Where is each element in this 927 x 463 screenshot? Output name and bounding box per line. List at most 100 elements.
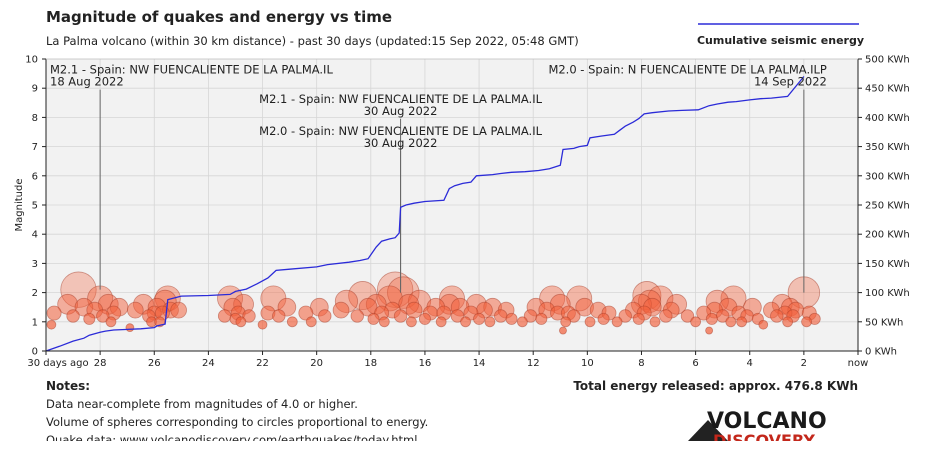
y-tick-label: 2 [32, 288, 38, 299]
quake-bubble [705, 312, 718, 325]
quake-bubble [460, 316, 471, 328]
y2-tick-label: 0 KWh [865, 347, 897, 358]
x-tick-label: now [848, 358, 869, 369]
notes-heading: Notes: [46, 379, 90, 393]
quake-bubble [782, 316, 794, 328]
quake-bubble [484, 316, 496, 328]
quake-bubble [567, 309, 581, 323]
annotation-label: M2.0 - Spain: NW FUENCALIENTE DE LA PALM… [259, 124, 542, 138]
notes-line-1: Data near-complete from magnitudes of 4.… [46, 397, 358, 411]
quake-bubble [405, 316, 417, 328]
x-tick-label: 20 [310, 358, 323, 369]
quake-bubble [257, 319, 268, 330]
annotation-label: 30 Aug 2022 [364, 104, 438, 118]
x-tick-label: 8 [638, 358, 644, 369]
quake-bubble [318, 309, 332, 323]
quake-bubble [450, 309, 465, 323]
quake-bubble [46, 319, 57, 330]
quake-bubble [559, 326, 567, 335]
quake-bubble [473, 312, 486, 325]
quake-bubble [560, 316, 572, 328]
y2-tick-label: 150 KWh [865, 259, 910, 270]
quake-bubble [690, 316, 701, 328]
x-tick-label: 4 [747, 358, 753, 369]
y-tick-label: 9 [32, 84, 38, 95]
quake-bubble [649, 316, 661, 328]
x-tick-label: 14 [473, 358, 486, 369]
quake-bubble [272, 309, 286, 323]
cumulative-energy-line [45, 76, 805, 352]
quake-bubble [505, 312, 518, 325]
logo-text-volcano: VOLCANO [707, 409, 827, 434]
total-energy-label: Total energy released: approx. 476.8 KWh [573, 379, 858, 393]
annotation-label: 14 Sep 2022 [754, 75, 827, 89]
quake-bubble [597, 312, 610, 325]
y-tick-label: 5 [32, 201, 38, 212]
y-tick-label: 1 [32, 317, 38, 328]
quake-bubble [126, 301, 144, 319]
quake-bubble [105, 316, 117, 328]
y-tick-label: 0 [32, 347, 38, 358]
chart-title: Magnitude of quakes and energy vs time [46, 8, 392, 26]
quake-bubble [516, 316, 528, 328]
y-tick-label: 3 [32, 259, 38, 270]
notes-line-2: Volume of spheres corresponding to circl… [46, 415, 428, 429]
quake-bubble [305, 316, 317, 328]
quake-bubble [618, 309, 632, 323]
quake-bubble [367, 312, 380, 325]
quake-bubble [298, 305, 314, 321]
quake-bubble [242, 309, 256, 323]
y2-tick-label: 350 KWh [865, 142, 910, 153]
quake-bubble [378, 316, 390, 328]
quake-bubble [725, 316, 737, 328]
annotation-label: M2.0 - Spain: N FUENCALIENTE DE LA PALMA… [548, 63, 826, 77]
x-tick-label: 12 [527, 358, 540, 369]
quake-bubble [286, 316, 298, 328]
quake-bubble [736, 316, 748, 328]
quake-bubble [405, 301, 423, 319]
x-tick-label: 28 [94, 358, 107, 369]
annotation-label: 30 Aug 2022 [364, 136, 438, 150]
y2-tick-label: 250 KWh [865, 201, 910, 212]
quake-bubble [393, 309, 408, 323]
quake-bubble [632, 312, 645, 325]
quake-bubble [235, 316, 247, 328]
y-tick-label: 8 [32, 113, 38, 124]
quake-bubble [170, 301, 187, 319]
quake-bubble [217, 309, 232, 323]
quake-bubble [46, 305, 62, 321]
volcano-logo-icon [688, 420, 728, 441]
quake-bubble [611, 316, 623, 328]
quake-bubble [705, 326, 714, 335]
quake-bubble [387, 276, 420, 309]
x-tick-label: 24 [202, 358, 215, 369]
y-tick-label: 6 [32, 171, 38, 182]
quake-bubble [659, 309, 673, 323]
quake-bubble [83, 312, 96, 325]
x-tick-label: 30 days ago [27, 358, 88, 369]
quake-bubble [435, 316, 447, 328]
y-tick-label: 10 [25, 55, 38, 66]
annotation-label: M2.1 - Spain: NW FUENCALIENTE DE LA PALM… [259, 92, 542, 106]
y2-tick-label: 200 KWh [865, 230, 910, 241]
y2-tick-label: 500 KWh [865, 55, 910, 66]
quake-bubble [66, 309, 80, 323]
quake-bubble [418, 312, 431, 325]
chart-subtitle: La Palma volcano (within 30 km distance)… [46, 34, 579, 48]
quake-bubble [96, 309, 110, 323]
bottom-crop [0, 441, 927, 463]
y2-tick-label: 450 KWh [865, 84, 910, 95]
quake-bubble [332, 301, 350, 319]
y2-tick-label: 100 KWh [865, 288, 910, 299]
y2-tick-label: 300 KWh [865, 171, 910, 182]
quake-bubble [125, 323, 135, 333]
quake-bubble [535, 312, 548, 325]
legend-label: Cumulative seismic energy [697, 34, 864, 47]
quake-bubble [494, 309, 508, 323]
x-tick-label: 26 [148, 358, 161, 369]
x-tick-label: 6 [692, 358, 698, 369]
quake-bubble [680, 309, 695, 323]
quake-bubble [584, 316, 596, 328]
